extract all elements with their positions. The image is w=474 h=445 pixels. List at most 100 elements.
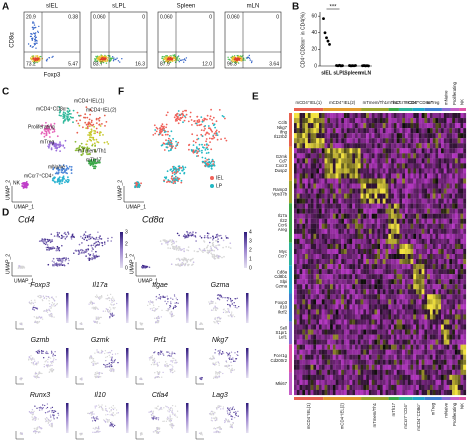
umap-cell: [104, 350, 107, 352]
heatmap-cell: [410, 153, 414, 159]
umap-cell: [155, 299, 157, 301]
heatmap-cell: [324, 123, 328, 129]
heatmap-cell: [435, 138, 439, 144]
umap-cell: [40, 372, 42, 374]
umap-cell: [30, 362, 33, 364]
heatmap-cell: [402, 178, 406, 184]
umap-cell: [47, 418, 49, 420]
umap-cell: [104, 243, 106, 245]
umap-cell: [224, 364, 226, 367]
x-tick-label: sLPL: [333, 70, 345, 76]
umap-cell: [220, 294, 222, 297]
heatmap-cell: [360, 158, 364, 164]
umap-cell: [107, 237, 109, 240]
colorbar: [246, 293, 249, 323]
umap-cell: [173, 314, 175, 317]
heatmap-cell: [463, 163, 467, 169]
heatmap-cell: [316, 113, 320, 119]
flow-event: [177, 56, 179, 58]
heatmap-cell: [305, 163, 308, 169]
heatmap-cell: [399, 133, 403, 139]
umap-cell: [56, 233, 59, 236]
umap-cell: [38, 371, 40, 373]
umap-cell: [52, 359, 55, 361]
heatmap-cell: [349, 128, 353, 134]
umap-cell: [196, 119, 199, 122]
heatmap-cell: [393, 168, 397, 174]
heatmap-cell: [443, 133, 447, 139]
flow-event: [35, 26, 37, 29]
umap-cell: [171, 313, 173, 316]
umap-cell: [199, 249, 202, 251]
umap-cell: [163, 420, 165, 422]
cluster-label: mCD4⁺IEL(1): [74, 98, 105, 104]
y-axis-label: CD4⁺CD8αα⁺ in CD4(%): [300, 12, 306, 68]
heatmap-cell: [310, 173, 314, 179]
umap-cell: [80, 378, 82, 380]
heatmap-cell: [449, 143, 453, 149]
umap-cell: [199, 235, 201, 237]
umap-cell: [157, 431, 160, 434]
umap-cell: [56, 135, 59, 138]
heatmap-cell: [396, 123, 400, 129]
umap-cell: [217, 297, 220, 299]
heatmap-cell: [438, 133, 442, 139]
umap-cell: [214, 257, 216, 260]
heatmap-cell: [457, 163, 461, 169]
umap-cell: [215, 129, 218, 132]
heatmap-cell: [294, 113, 297, 119]
flow-event: [248, 57, 251, 59]
umap-cell: [236, 353, 238, 356]
umap-cell: [108, 419, 110, 421]
umap-cell: [111, 299, 114, 302]
flow-event: [185, 57, 188, 59]
umap-cell: [98, 371, 100, 374]
umap-cell: [45, 298, 48, 300]
umap-cell: [228, 421, 230, 423]
heatmap-cell: [418, 143, 422, 149]
umap-cell: [176, 232, 179, 235]
heatmap-cell: [343, 163, 347, 169]
heatmap-cell: [307, 148, 311, 154]
umap-cell: [217, 298, 219, 300]
heatmap-cell: [421, 153, 425, 159]
umap-cell: [173, 357, 175, 360]
umap-cell: [30, 303, 32, 305]
umap-cell: [140, 323, 142, 326]
umap-cell: [158, 376, 161, 379]
umap-cell: [226, 366, 229, 368]
umap-cell: [159, 352, 161, 354]
umap-cell: [92, 431, 94, 433]
panel-label: C: [2, 87, 9, 98]
heatmap-cell: [316, 118, 320, 124]
umap-cell: [214, 362, 216, 365]
heatmap-cell: [435, 158, 439, 164]
heatmap-cell: [427, 133, 431, 139]
umap-cell: [213, 357, 215, 360]
umap-cell: [216, 417, 218, 419]
umap-cell: [111, 312, 113, 314]
heatmap-cell: [463, 123, 467, 129]
umap-cell: [107, 143, 110, 145]
heatmap-cell: [296, 123, 300, 129]
umap-cell: [174, 246, 176, 248]
heatmap-cell: [305, 113, 308, 119]
heatmap-cell: [355, 163, 358, 169]
umap-cell: [109, 293, 112, 296]
heatmap-cell: [346, 148, 350, 154]
heatmap-cell: [357, 193, 361, 199]
umap-cell: [88, 162, 91, 165]
umap-cell: [188, 143, 191, 146]
umap-cell: [37, 322, 39, 324]
umap-cell: [39, 427, 41, 429]
heatmap-cell: [343, 143, 347, 149]
umap-cell: [110, 299, 113, 301]
umap-cell: [61, 234, 63, 237]
umap-cell: [151, 355, 154, 357]
umap-cell: [195, 122, 198, 125]
heatmap-cell: [432, 118, 436, 124]
umap-cell: [210, 419, 212, 421]
heatmap-cell: [316, 168, 320, 174]
umap-cell: [152, 415, 154, 417]
heatmap-cell: [360, 113, 364, 119]
